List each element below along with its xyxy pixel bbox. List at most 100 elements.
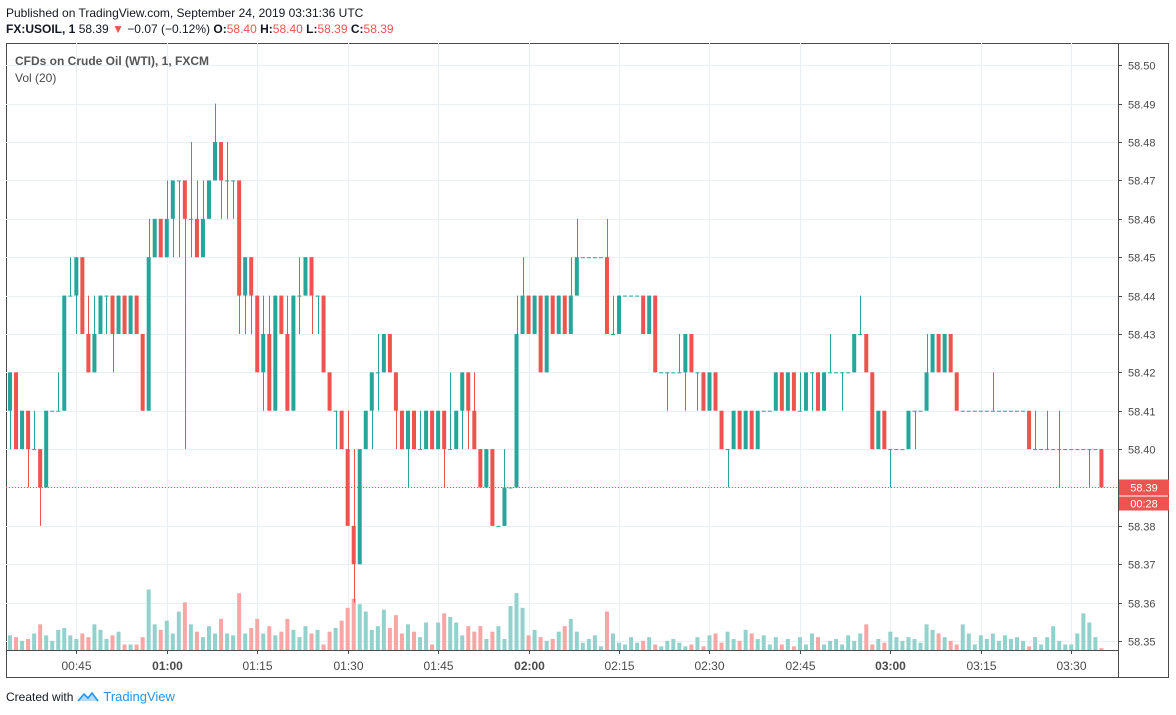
candle-body (188, 218, 193, 220)
candle-body (412, 410, 417, 450)
volume-bar (333, 628, 338, 650)
volume-bar (375, 626, 380, 650)
volume-bar (1008, 639, 1013, 650)
volume-bar (719, 642, 724, 650)
candle-body (472, 410, 477, 450)
candle-body (635, 295, 640, 297)
candle-body (828, 372, 833, 374)
volume-bar (393, 615, 398, 650)
candle-body (526, 295, 531, 334)
candle-body (834, 372, 839, 374)
candle-body (369, 372, 374, 411)
volume-bar (448, 617, 453, 650)
candle-body (496, 525, 501, 527)
volume-bar (430, 644, 435, 650)
candle-body (213, 142, 218, 181)
candle-body (399, 410, 404, 450)
candle-body (1033, 449, 1038, 451)
candle-body (912, 410, 917, 412)
candle-body (375, 372, 380, 374)
candle-body (797, 410, 802, 412)
candle-body (713, 372, 718, 411)
candle-body (629, 295, 634, 297)
time-tick-label: 00:45 (61, 659, 91, 673)
candle-body (719, 410, 724, 450)
volume-bar (948, 640, 953, 650)
candle-body (454, 410, 459, 450)
candle-body (1087, 449, 1092, 451)
candle-body (405, 410, 410, 450)
volume-bar (38, 624, 43, 650)
candle-body (532, 295, 537, 334)
volume-bar (611, 633, 615, 650)
last-price: 58.39 (78, 22, 109, 36)
volume-bar (86, 637, 91, 650)
volume-bar (725, 631, 730, 650)
candle-body (128, 295, 133, 334)
volume-bar (44, 635, 49, 650)
open-label: O: (213, 22, 227, 36)
candle-body (393, 372, 398, 411)
down-arrow-icon: ▼ (112, 22, 124, 36)
volume-bar (918, 642, 923, 650)
volume-bar (864, 624, 869, 650)
volume-bar (936, 633, 941, 650)
volume-bar (1033, 637, 1038, 650)
volume-bar (219, 618, 224, 650)
volume-bar (369, 629, 374, 650)
candle-body (345, 449, 350, 526)
volume-bar (1057, 640, 1062, 650)
volume-bar (1002, 635, 1007, 650)
time-axis[interactable]: 00:45 01:00 01:15 01:30 01:45 02:00 02:15 02:30… (61, 650, 1087, 673)
price-tick-label: 58.46 (1128, 215, 1156, 227)
candle-body (1039, 449, 1044, 451)
volume-bar (653, 644, 658, 650)
candle-body (647, 295, 652, 334)
candle-body (1002, 410, 1007, 412)
candle-body (279, 295, 284, 334)
volume-bar (158, 629, 163, 650)
volume-bar (1045, 637, 1050, 650)
candle-body (779, 372, 784, 411)
volume-bar (472, 631, 477, 650)
volume-bar (484, 639, 489, 650)
candle-body (200, 218, 205, 258)
candle-body (1075, 449, 1080, 451)
volume-bar (683, 646, 688, 650)
candle-body (1008, 410, 1013, 412)
candle-body (864, 333, 869, 373)
volume-bar (206, 626, 211, 650)
candle-body (611, 333, 615, 335)
candle-body (791, 372, 796, 411)
candle-body (122, 295, 127, 334)
price-tick-label: 58.44 (1128, 292, 1156, 304)
candle-body (381, 333, 386, 373)
volume-bar (924, 624, 929, 650)
volume-bar (954, 644, 959, 650)
candle-body (74, 257, 79, 296)
tradingview-logo-icon[interactable] (77, 691, 100, 703)
candle-body (514, 333, 519, 488)
volume-bar (249, 628, 254, 650)
candle-body (92, 333, 97, 373)
tradingview-brand-link[interactable]: TradingView (103, 689, 175, 704)
price-chart[interactable]: 58.35 58.36 58.37 58.38 58.39 58.40 58.41 58.42… (6, 43, 1169, 678)
volume-bar (1063, 644, 1068, 650)
volume-bar (966, 633, 971, 650)
volume-bar (623, 644, 628, 650)
candle-body (641, 295, 646, 334)
volume-bar (870, 644, 875, 650)
volume-bar (689, 644, 694, 650)
volume-bar (544, 640, 549, 650)
volume-bar (550, 639, 555, 650)
price-tick-label: 58.42 (1128, 368, 1156, 380)
candle-body (755, 410, 760, 450)
candle-body (568, 295, 573, 334)
volume-bar (665, 640, 670, 650)
close-value: 58.39 (363, 22, 394, 36)
candle-body (1027, 410, 1032, 450)
candle-body (315, 295, 320, 297)
candle-body (357, 449, 362, 565)
candle-body (152, 218, 157, 258)
candle-body (116, 295, 121, 334)
